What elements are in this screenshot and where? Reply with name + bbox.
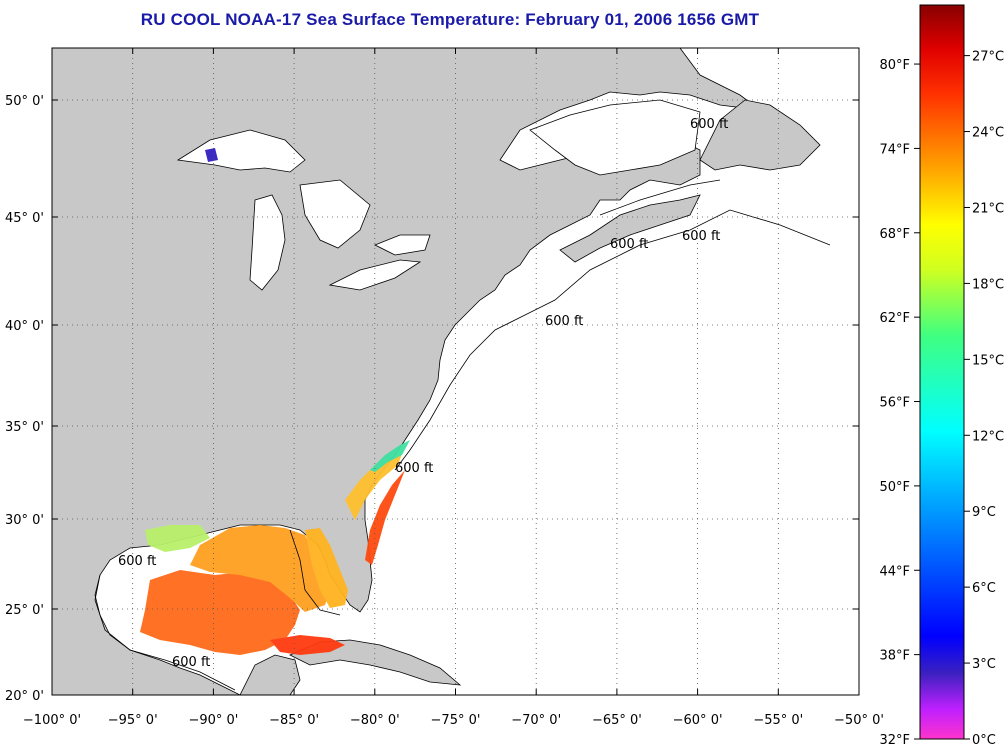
lat-label: 25° 0' <box>5 603 44 618</box>
colorbar-ticks <box>914 55 970 740</box>
lat-label: 20° 0' <box>5 689 44 704</box>
isobath-label-scotian: 600 ft <box>610 237 648 252</box>
fahrenheit-label: 74°F <box>879 142 910 157</box>
land-north-america <box>52 48 762 695</box>
fahrenheit-label: 62°F <box>879 311 910 326</box>
celsius-label: 3°C <box>972 657 996 672</box>
lon-label: −55° 0' <box>753 713 803 728</box>
fahrenheit-label: 38°F <box>879 649 910 664</box>
lon-label: −60° 0' <box>673 713 723 728</box>
celsius-label: 9°C <box>972 505 996 520</box>
isobath-600ft <box>94 179 831 691</box>
lon-label: −70° 0' <box>511 713 561 728</box>
sst-carolina-cool <box>370 440 410 472</box>
isobath-label-gulf-west: 600 ft <box>118 554 156 569</box>
fahrenheit-label: 44°F <box>879 564 910 579</box>
isobath-label-carolina: 600 ft <box>395 461 433 476</box>
isobath-label-newengland: 600 ft <box>545 314 583 329</box>
sst-atlantic-gulfstream <box>365 470 405 565</box>
lake-michigan <box>249 194 286 291</box>
fahrenheit-label: 56°F <box>879 396 910 411</box>
celsius-label: 12°C <box>972 429 1004 444</box>
lat-label: 40° 0' <box>5 319 44 334</box>
lon-label: −90° 0' <box>188 713 238 728</box>
colorbar-fahrenheit-labels: 80°F 74°F 68°F 62°F 56°F 50°F 44°F 38°F 32°F <box>879 58 910 748</box>
lon-label: −85° 0' <box>269 713 319 728</box>
sst-texas-coast <box>145 525 210 552</box>
lon-label: −80° 0' <box>350 713 400 728</box>
lake-ontario <box>374 234 431 256</box>
latitude-labels: 50° 0' 45° 0' 40° 0' 35° 0' 30° 0' 25° 0' 20° … <box>5 94 44 704</box>
lat-label: 50° 0' <box>5 94 44 109</box>
lake-huron <box>299 179 371 249</box>
sst-florida-straits <box>270 635 345 655</box>
celsius-label: 27°C <box>972 50 1004 65</box>
celsius-label: 0°C <box>972 733 996 748</box>
celsius-label: 24°C <box>972 126 1004 141</box>
land-newfoundland <box>699 99 821 171</box>
celsius-label: 21°C <box>972 201 1004 216</box>
sst-data <box>140 148 410 655</box>
lat-label: 35° 0' <box>5 420 44 435</box>
land-nova-scotia <box>559 194 701 263</box>
colorbar-celsius-labels: 27°C 24°C 21°C 18°C 15°C 12°C 9°C 6°C 3°C 0°C <box>972 50 1004 748</box>
isobath-label-grand-banks: 600 ft <box>682 229 720 244</box>
axis-ticks <box>51 48 860 696</box>
lon-label: −50° 0' <box>834 713 884 728</box>
sst-gulf-main <box>140 570 300 655</box>
sst-gulf-north <box>190 525 330 612</box>
lon-label: −100° 0' <box>23 713 81 728</box>
map-title: RU COOL NOAA-17 Sea Surface Temperature:… <box>140 10 760 29</box>
lake-erie <box>328 259 422 291</box>
sst-atlantic-shelf <box>345 445 405 520</box>
fahrenheit-label: 68°F <box>879 227 910 242</box>
isobath-label-gulf-south: 600 ft <box>172 655 210 670</box>
gulf-st-lawrence <box>529 99 701 176</box>
colorbar <box>919 4 965 740</box>
land-cuba <box>289 639 462 686</box>
sst-florida-west <box>305 528 348 608</box>
lat-label: 45° 0' <box>5 211 44 226</box>
lon-label: −75° 0' <box>431 713 481 728</box>
longitude-labels: −100° 0' −95° 0' −90° 0' −85° 0' −80° 0' −75°… <box>23 713 884 728</box>
fahrenheit-label: 50°F <box>879 480 910 495</box>
sst-lake-superior-cold <box>205 148 218 162</box>
fahrenheit-label: 32°F <box>879 733 910 748</box>
celsius-label: 15°C <box>972 353 1004 368</box>
isobath-label-stlawrence: 600 ft <box>690 117 728 132</box>
celsius-label: 6°C <box>972 581 996 596</box>
land-yucatan <box>239 654 301 695</box>
lon-label: −65° 0' <box>592 713 642 728</box>
fahrenheit-label: 80°F <box>879 58 910 73</box>
celsius-label: 18°C <box>972 277 1004 292</box>
lon-label: −95° 0' <box>108 713 158 728</box>
lat-label: 30° 0' <box>5 513 44 528</box>
